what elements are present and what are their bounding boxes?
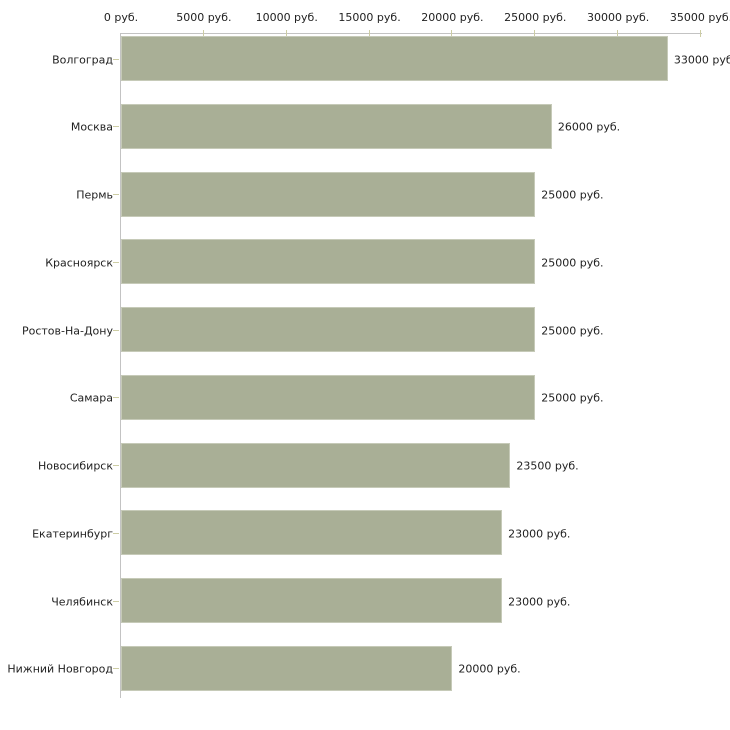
- value-label: 20000 руб.: [458, 662, 521, 676]
- x-tick-label: 20000 руб.: [421, 11, 484, 24]
- x-tick-label: 0 руб.: [103, 11, 139, 24]
- bar: [121, 645, 453, 691]
- x-axis-tick: [368, 30, 370, 37]
- x-axis-tick: [202, 30, 204, 37]
- x-axis-tick: [285, 30, 287, 37]
- value-label: 25000 руб.: [541, 391, 604, 405]
- value-label: 25000 руб.: [541, 256, 604, 270]
- bar: [121, 510, 503, 556]
- x-axis-tick: [534, 30, 536, 37]
- category-label: Ростов-На-Дону: [21, 324, 113, 337]
- x-axis-tick: [700, 30, 701, 37]
- bar: [121, 239, 536, 285]
- x-tick-label: 35000 руб.: [669, 11, 730, 24]
- x-tick-label: 15000 руб.: [338, 11, 401, 24]
- y-axis-tick: [113, 600, 119, 602]
- y-axis-line: [120, 33, 121, 698]
- y-axis-tick: [113, 261, 119, 263]
- y-axis-tick: [113, 58, 119, 60]
- value-label: 25000 руб.: [541, 324, 604, 337]
- bar: [121, 578, 503, 623]
- value-label: 25000 руб.: [541, 188, 604, 202]
- category-label: Волгоград: [52, 53, 113, 66]
- category-label: Нижний Новгород: [7, 662, 113, 676]
- bar: [121, 442, 511, 488]
- bar: [121, 307, 536, 352]
- y-axis-tick: [113, 329, 119, 331]
- category-label: Екатеринбург: [32, 527, 113, 541]
- category-label: Новосибирск: [37, 459, 113, 473]
- category-label: Челябинск: [51, 595, 113, 608]
- y-axis-tick: [113, 194, 119, 195]
- y-axis-tick: [113, 397, 119, 399]
- x-tick-label: 30000 руб.: [587, 11, 650, 24]
- x-tick-label: 5000 руб.: [176, 11, 232, 24]
- value-label: 23000 руб.: [508, 595, 571, 608]
- x-tick-label: 10000 руб.: [255, 11, 318, 24]
- x-tick-label: 25000 руб.: [504, 11, 567, 24]
- category-label: Красноярск: [45, 256, 113, 270]
- x-axis-line: [120, 33, 702, 34]
- y-axis-tick: [113, 465, 119, 466]
- bar: [121, 103, 552, 149]
- bar: [121, 36, 668, 81]
- category-label: Самара: [69, 391, 113, 405]
- x-axis-tick: [451, 30, 453, 37]
- y-axis-tick: [113, 668, 119, 670]
- x-axis-tick: [617, 30, 619, 37]
- value-label: 33000 руб: [673, 53, 730, 66]
- value-label: 23000 руб.: [508, 527, 571, 541]
- category-label: Пермь: [76, 188, 113, 202]
- bar: [121, 171, 536, 217]
- y-axis-tick: [113, 532, 119, 534]
- y-axis-tick: [113, 126, 119, 128]
- bar: [121, 374, 536, 420]
- value-label: 26000 руб.: [557, 120, 621, 134]
- category-label: Москва: [70, 120, 113, 134]
- value-label: 23500 руб.: [516, 459, 579, 473]
